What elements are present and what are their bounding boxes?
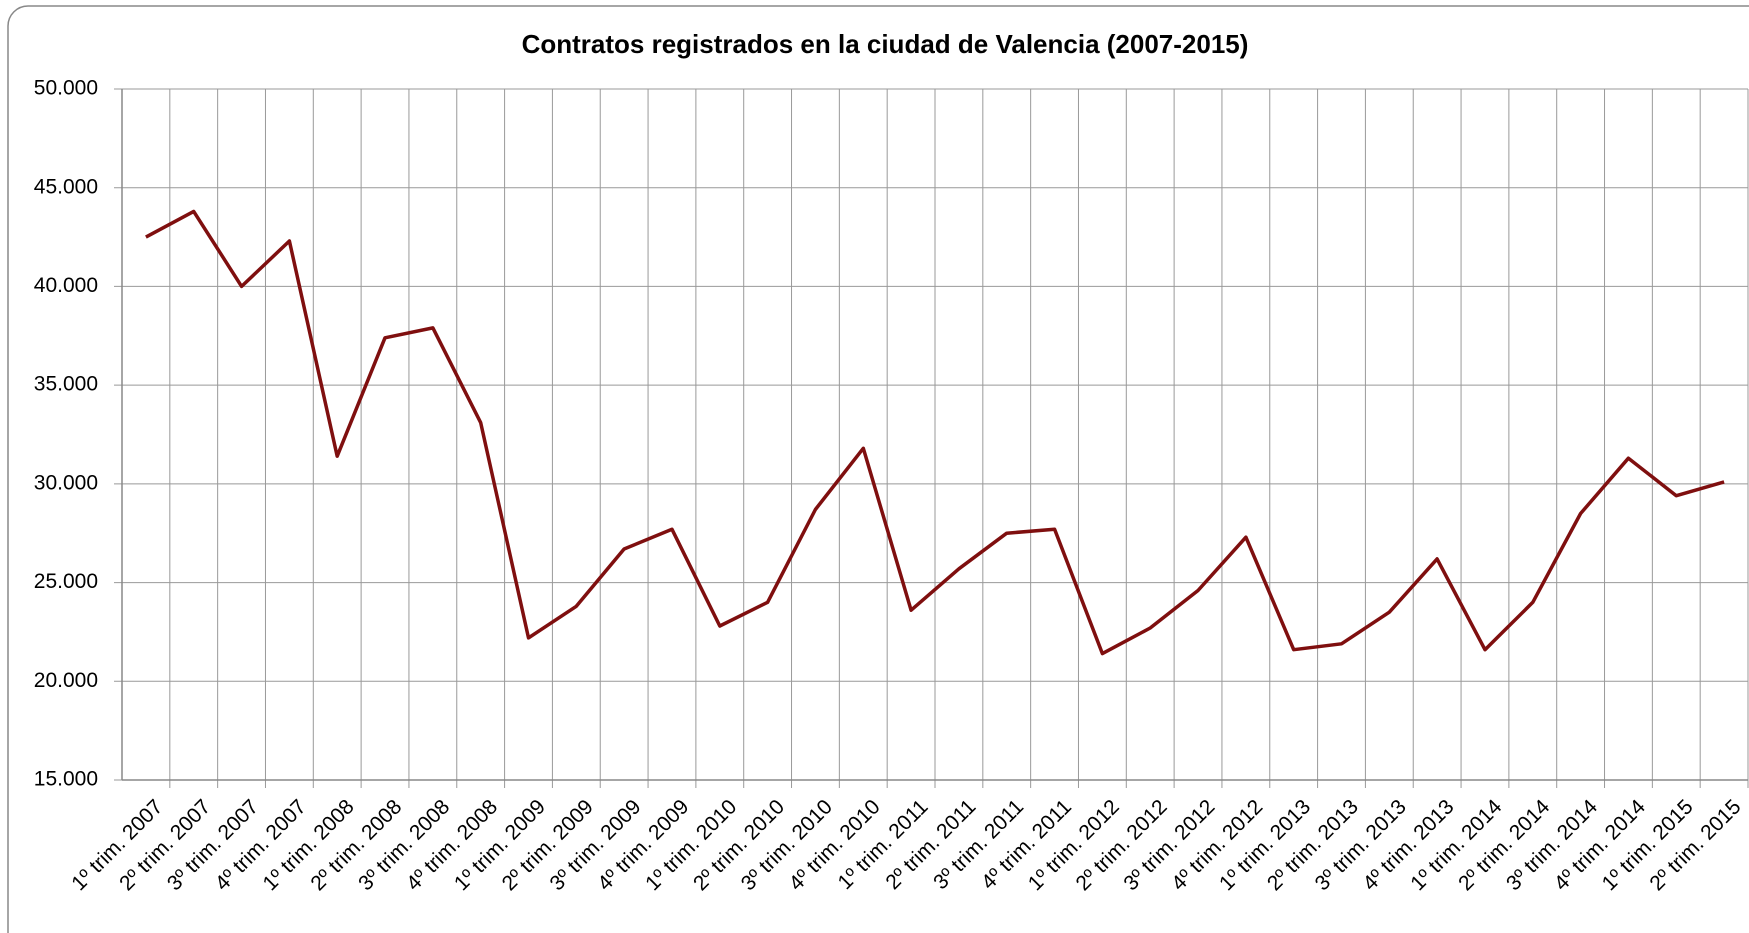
y-tick-label: 45.000: [34, 175, 98, 198]
line-series: [145, 209, 1725, 656]
y-tick-label: 20.000: [34, 669, 98, 692]
y-tick-label: 30.000: [34, 471, 98, 494]
y-tick-label: 15.000: [34, 768, 98, 791]
chart-title: Contratos registrados en la ciudad de Va…: [522, 29, 1249, 59]
y-tick-label: 40.000: [34, 274, 98, 297]
y-tick-label: 50.000: [34, 77, 98, 100]
y-tick-label: 25.000: [34, 570, 98, 593]
y-tick-label: 35.000: [34, 373, 98, 396]
chart-border: [7, 5, 1749, 933]
